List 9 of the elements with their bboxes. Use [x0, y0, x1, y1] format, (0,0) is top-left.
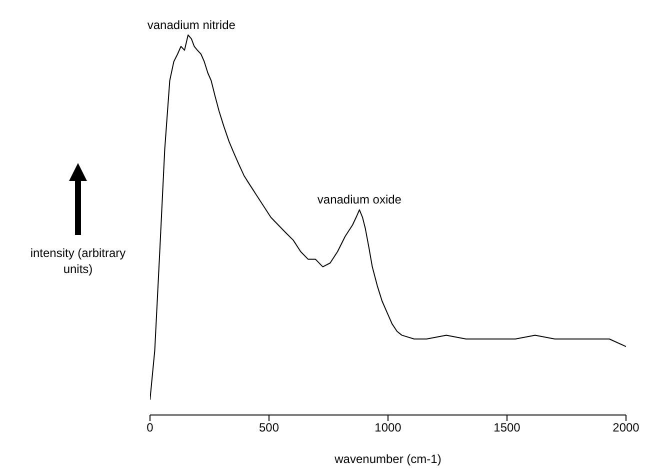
annotation: vanadium nitride: [147, 18, 236, 32]
x-tick-label: 2000: [612, 420, 640, 435]
y-axis-title: intensity (arbitrary units): [29, 245, 127, 277]
x-axis-title: wavenumber (cm-1): [334, 452, 442, 466]
x-tick-label: 1500: [494, 420, 521, 435]
annotation: vanadium oxide: [317, 192, 402, 207]
x-tick-label: 500: [258, 420, 280, 435]
x-tick-label: 0: [146, 420, 154, 435]
x-tick-label: 1000: [374, 420, 402, 435]
